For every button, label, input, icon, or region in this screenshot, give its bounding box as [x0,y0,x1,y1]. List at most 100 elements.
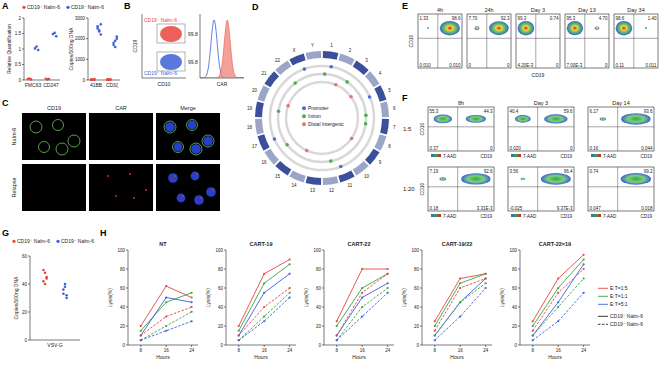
x-tick-label: CD3ζ [106,82,119,89]
data-point [532,320,534,322]
data-point [109,78,112,81]
quadrant-percent: -0.025 [510,206,523,211]
plot-frame [508,167,574,211]
chromosome-label: 10 [364,174,370,179]
chromosome-label: 12 [329,188,335,193]
color-bar [511,214,521,217]
y-tick [420,269,422,270]
quadrant-percent: 92.3 [501,16,510,21]
y-axis [226,250,227,345]
quadrant-percent: 59.6 [564,109,573,114]
data-point [165,285,167,287]
track [286,82,358,154]
data-point [485,277,487,279]
y-tick [22,33,24,34]
series-line [435,288,486,340]
plot-title: 24h [484,7,493,13]
y-tick [28,284,30,285]
figure: ACD19⁺ Nalm-6CD19⁻ Nalm-600.511.52Relati… [0,0,669,386]
y-tick-label: 60 [512,286,518,291]
data-point [263,292,265,294]
data-point [557,320,559,322]
plot-frame [467,14,511,68]
chromosome-label: 3 [365,58,368,63]
series-line [141,286,192,326]
data-point [112,44,115,47]
legend-label: E:T=1:1 [610,293,628,299]
quadrant-percent: 0.018 [641,206,653,211]
x-tick [362,345,363,347]
data-point [289,292,291,294]
chromosome-label: 20 [252,88,258,93]
x-axis [422,345,492,346]
cell-population [541,173,571,185]
quadrant-percent: 7.00E-3 [567,63,583,68]
panel-label: F [402,93,408,103]
series-line [239,298,290,341]
x-tick [264,345,265,347]
data-point [48,78,51,81]
y-tick-label: 2 [18,16,21,21]
y-tick [22,64,24,65]
y-tick [86,38,88,39]
chromosome-label: 6 [393,106,396,111]
gate-percent: 99.8 [188,31,198,37]
data-point [485,287,487,289]
y-tick-label: 100 [411,248,419,253]
quadrant-line [617,167,618,211]
plot-area [434,273,487,342]
cell-cluster [160,54,182,70]
cell-population [616,21,633,35]
y-tick-label: 0 [82,78,85,83]
chromosome [258,134,270,150]
series-line [533,269,584,331]
y-tick [518,307,520,308]
y-tick-label: 20 [414,324,420,329]
data-point [434,334,436,336]
x-tick [289,345,290,347]
quadrant-percent: 1.40 [648,16,657,21]
quadrant-percent: 0 [507,63,510,68]
data-point [532,334,534,336]
cell-population [475,26,480,30]
quadrant-line [428,126,494,127]
data-point [114,39,117,42]
data-point [191,296,193,298]
y-tick [86,59,88,60]
integration-site [364,114,368,118]
integration-site [277,109,281,113]
data-point [238,339,240,341]
legend-label: Distal Intergenic [308,121,344,127]
x-tick-label: 8 [139,348,142,353]
data-point [140,334,142,336]
y-tick [420,345,422,346]
y-axis-label: Lysis(%) [303,288,309,307]
data-point [65,294,68,297]
integration-site [323,72,327,76]
y-tick-label: 2000 [75,36,86,41]
plot-area [238,258,291,341]
quadrant-percent: 0 [469,63,472,68]
data-point [557,306,559,308]
y-axis [88,18,89,80]
series-line [141,293,192,331]
x-axis-label: Hours [352,354,366,360]
quadrant-line [508,186,574,187]
column-header: CD19 [47,105,61,111]
legend-label: CD19⁺ Nalm-6 [610,313,643,319]
track [278,74,366,162]
y-axis-label: Lysis(%) [205,288,211,307]
data-point [434,325,436,327]
data-point [557,277,559,279]
y-tick-label: 80 [414,267,420,272]
data-point [583,277,585,279]
panel-label: B [124,1,131,11]
chromosome-label: 1 [330,43,333,48]
data-point [583,263,585,265]
y-axis-label: CD19 [132,39,138,52]
y-tick-label: 0 [416,343,419,348]
x-tick-label: CD247 [43,82,59,88]
plot-frame [588,167,654,211]
y-tick [420,307,422,308]
plot-frame [614,14,658,68]
